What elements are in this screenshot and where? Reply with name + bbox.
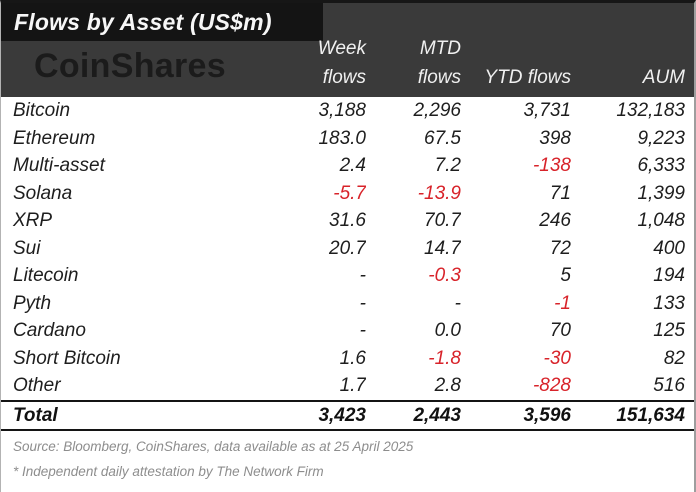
asset-column-spacer [1, 34, 301, 92]
aum-cell: 132,183 [616, 100, 685, 121]
col-header-line: MTD [419, 38, 461, 59]
title-bar: Flows by Asset (US$m) [1, 3, 323, 41]
aum-cell: 6,333 [637, 155, 685, 176]
ytd-flows-cell: 71 [549, 182, 571, 204]
total-mtd-flows-cell: 2,443 [413, 404, 461, 426]
asset-name-cell: Cardano [13, 320, 86, 341]
aum-cell: 125 [653, 320, 685, 341]
mtd-flows-cell: 70.7 [424, 210, 461, 231]
ytd-flows-cell: -1 [554, 292, 571, 314]
table-body: Bitcoin 3,188 2,296 3,731 132,183 Ethere… [1, 97, 694, 400]
week-flows-cell: 183.0 [318, 127, 366, 149]
ytd-flows-cell: 246 [539, 210, 571, 231]
mtd-flows-cell: 2,296 [413, 100, 461, 121]
col-header-line: flows [417, 67, 461, 88]
total-week-flows-cell: 3,423 [318, 404, 366, 426]
asset-name-cell: Multi-asset [13, 155, 105, 176]
col-header-line [461, 34, 571, 63]
col-header-line: flows [322, 67, 366, 88]
asset-name-cell: Solana [13, 182, 73, 204]
mtd-flows-cell: 67.5 [424, 127, 461, 149]
total-ytd-flows-cell: 3,596 [523, 404, 571, 426]
week-flows-cell: 1.6 [339, 347, 366, 369]
week-flows-cell: 31.6 [329, 210, 366, 231]
asset-name-cell: Ethereum [13, 127, 96, 149]
asset-name-cell: XRP [13, 210, 53, 231]
table-row: Litecoin - -0.3 5 194 [1, 262, 694, 290]
col-header-line: YTD flows [484, 67, 571, 88]
ytd-flows-cell: 72 [549, 237, 571, 259]
mtd-flows-cell: 2.8 [434, 375, 461, 396]
week-flows-cell: 2.4 [339, 155, 366, 176]
week-flows-cell: 1.7 [339, 375, 366, 396]
aum-cell: 133 [653, 292, 685, 314]
total-label-cell: Total [13, 404, 58, 426]
table-row: Sui 20.7 14.7 72 400 [1, 235, 694, 263]
aum-cell: 9,223 [637, 127, 685, 149]
aum-cell: 82 [663, 347, 685, 369]
total-aum-cell: 151,634 [616, 404, 685, 426]
mtd-flows-cell: 14.7 [424, 237, 461, 259]
attestation-note: * Independent daily attestation by The N… [13, 463, 324, 479]
col-header-aum: AUM [571, 34, 694, 92]
col-header-line: AUM [642, 67, 685, 88]
col-header-ytd-flows: YTD flows [461, 34, 571, 92]
table-row: XRP 31.6 70.7 246 1,048 [1, 207, 694, 235]
col-header-week-flows: Week flows [301, 34, 366, 92]
mtd-flows-cell: -0.3 [428, 265, 461, 286]
asset-name-cell: Sui [13, 237, 41, 259]
coinshares-logo: CoinShares [34, 47, 226, 85]
asset-name-cell: Pyth [13, 292, 52, 314]
mtd-flows-cell: 7.2 [434, 155, 461, 176]
week-flows-cell: - [359, 320, 366, 341]
table-row: Ethereum 183.0 67.5 398 9,223 [1, 125, 694, 153]
ytd-flows-cell: -828 [532, 375, 571, 396]
ytd-flows-cell: 5 [560, 265, 571, 286]
table-header: Flows by Asset (US$m) CoinShares Week fl… [1, 3, 694, 97]
column-headers: Week flows MTD flows YTD flows AUM [1, 34, 694, 92]
aum-cell: 1,048 [637, 210, 685, 231]
aum-cell: 1,399 [637, 182, 685, 204]
ytd-flows-cell: 398 [539, 127, 571, 149]
table-row: Pyth - - -1 133 [1, 290, 694, 318]
week-flows-cell: 20.7 [329, 237, 366, 259]
week-flows-cell: -5.7 [333, 182, 366, 204]
ytd-flows-cell: -138 [532, 155, 571, 176]
table-row: Multi-asset 2.4 7.2 -138 6,333 [1, 152, 694, 180]
table-row: Solana -5.7 -13.9 71 1,399 [1, 180, 694, 208]
mtd-flows-cell: 0.0 [434, 320, 461, 341]
total-row: Total 3,423 2,443 3,596 151,634 [1, 399, 694, 431]
ytd-flows-cell: -30 [543, 347, 571, 369]
col-header-line: Week [317, 38, 366, 59]
aum-cell: 516 [653, 375, 685, 396]
mtd-flows-cell: - [454, 292, 461, 314]
asset-name-cell: Litecoin [13, 265, 79, 286]
table-footer: Source: Bloomberg, CoinShares, data avai… [1, 431, 694, 480]
ytd-flows-cell: 3,731 [523, 100, 571, 121]
table-row: Cardano - 0.0 70 125 [1, 317, 694, 345]
asset-name-cell: Short Bitcoin [13, 347, 121, 369]
mtd-flows-cell: -13.9 [417, 182, 461, 204]
aum-cell: 400 [653, 237, 685, 259]
mtd-flows-cell: -1.8 [428, 347, 461, 369]
ytd-flows-cell: 70 [549, 320, 571, 341]
table-row: Short Bitcoin 1.6 -1.8 -30 82 [1, 345, 694, 373]
col-header-mtd-flows: MTD flows [366, 34, 461, 92]
week-flows-cell: 3,188 [318, 100, 366, 121]
asset-name-cell: Other [13, 375, 61, 396]
aum-cell: 194 [653, 265, 685, 286]
week-flows-cell: - [359, 292, 366, 314]
asset-name-cell: Bitcoin [13, 100, 71, 121]
page-title: Flows by Asset (US$m) [14, 8, 272, 35]
table-row: Bitcoin 3,188 2,296 3,731 132,183 [1, 97, 694, 125]
source-note: Source: Bloomberg, CoinShares, data avai… [13, 438, 414, 454]
week-flows-cell: - [359, 265, 366, 286]
table-row: Other 1.7 2.8 -828 516 [1, 372, 694, 400]
col-header-line [571, 34, 685, 63]
